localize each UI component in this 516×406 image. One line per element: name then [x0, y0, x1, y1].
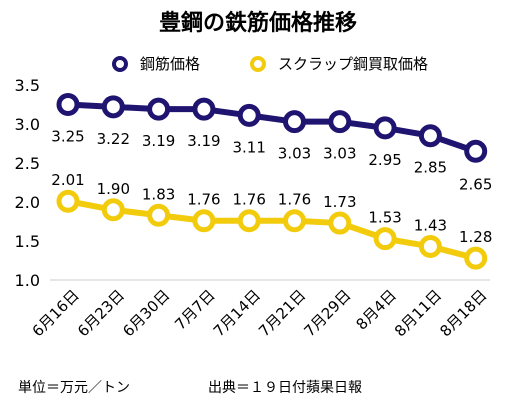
y-tick-label: 3.0: [15, 115, 40, 134]
data-label: 1.53: [368, 209, 401, 227]
data-point: [237, 103, 261, 127]
series-line-1: [67, 198, 477, 262]
plot-area: 3.25 3.22 3.19 3.19 3.11 3.03 3.03 2.95 2.85 2.65…: [51, 93, 492, 270]
x-tick-label: 6月30日: [119, 286, 173, 340]
data-point: [328, 110, 352, 134]
data-point: [283, 110, 306, 134]
x-tick-label: 7月29日: [300, 286, 354, 340]
x-tick-label: 8月11日: [391, 286, 445, 340]
data-point: [192, 97, 216, 121]
legend-marker-steel: [112, 56, 128, 72]
data-label: 2.65: [459, 175, 492, 193]
x-tick-label: 6月23日: [74, 286, 128, 340]
data-point: [101, 198, 125, 222]
data-label: 3.19: [187, 132, 220, 150]
data-label: 3.03: [278, 145, 311, 163]
data-label: 1.76: [187, 191, 220, 209]
data-label: 1.28: [459, 228, 492, 246]
data-point: [237, 209, 261, 233]
series-line-0: [67, 101, 477, 155]
data-point: [147, 97, 171, 121]
x-axis: 6月16日6月23日6月30日7月7日7月14日7月21日7月29日8月4日8月…: [29, 286, 491, 340]
y-tick-label: 1.0: [15, 271, 40, 290]
data-point: [101, 95, 125, 119]
data-label: 1.76: [278, 191, 311, 209]
data-label: 2.95: [368, 151, 401, 169]
data-point: [418, 124, 442, 148]
data-point: [56, 93, 80, 116]
data-label: 1.76: [232, 191, 265, 209]
legend-label-steel: 鋼筋価格: [140, 55, 200, 73]
data-point: [373, 116, 397, 140]
y-tick-label: 2.5: [15, 154, 40, 173]
data-label: 3.03: [323, 145, 356, 163]
data-label: 3.19: [142, 132, 175, 150]
data-label: 3.11: [232, 138, 265, 156]
data-label: 2.85: [414, 159, 447, 177]
data-point: [147, 203, 171, 227]
data-point: [328, 211, 352, 235]
y-axis: 1.0 1.5 2.0 2.5 3.0 3.5: [15, 76, 40, 290]
unit-note: 単位＝万元／トン: [18, 380, 130, 396]
data-point: [464, 139, 488, 163]
x-tick-label: 6月16日: [29, 286, 83, 340]
data-label: 2.01: [51, 171, 84, 189]
data-point: [373, 227, 397, 251]
data-point: [283, 209, 306, 233]
data-point: [192, 209, 216, 233]
x-tick-label: 7月14日: [210, 286, 264, 340]
data-label: 1.90: [97, 180, 130, 198]
data-label: 3.25: [51, 128, 84, 146]
y-tick-label: 1.5: [15, 232, 40, 251]
data-label: 1.73: [323, 193, 356, 211]
data-label: 1.83: [142, 185, 175, 203]
legend-marker-scrap: [250, 56, 266, 72]
data-point: [464, 246, 488, 270]
legend: 鋼筋価格 スクラップ鋼買取価格: [112, 55, 428, 73]
source-note: 出典＝１９日付蘋果日報: [208, 380, 362, 396]
data-point: [418, 234, 442, 258]
data-point: [56, 189, 80, 213]
y-tick-label: 3.5: [15, 76, 40, 95]
data-label: 3.22: [97, 130, 130, 148]
legend-label-scrap: スクラップ鋼買取価格: [278, 55, 428, 73]
y-tick-label: 2.0: [15, 193, 40, 212]
chart-title: 豊鋼の鉄筋価格推移: [159, 10, 357, 36]
data-label: 1.43: [414, 216, 447, 234]
x-tick-label: 8月18日: [436, 286, 490, 340]
x-tick-label: 7月21日: [255, 286, 309, 340]
